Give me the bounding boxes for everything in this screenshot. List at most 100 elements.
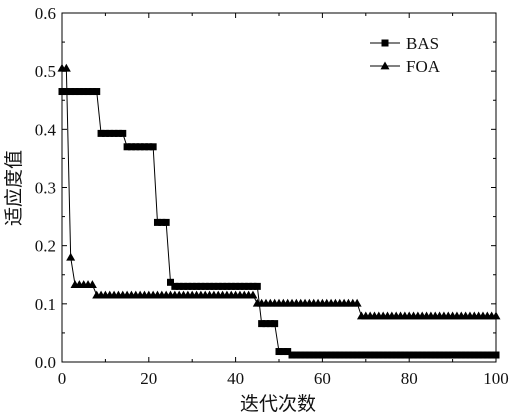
legend-label-bas: BAS [406, 34, 439, 53]
data-point-bas [67, 88, 75, 96]
data-point-foa [61, 63, 71, 72]
data-point-bas [292, 351, 300, 359]
x-tick-label: 80 [401, 369, 418, 388]
data-point-bas [405, 351, 413, 359]
data-point-foa [352, 298, 362, 307]
data-point-bas [483, 351, 491, 359]
data-point-bas [236, 282, 244, 290]
data-point-bas [180, 282, 188, 290]
data-point-bas [223, 282, 231, 290]
data-point-bas [349, 351, 357, 359]
data-point-bas [258, 320, 266, 328]
data-point-bas [149, 143, 157, 151]
series-line-foa [62, 67, 496, 317]
data-point-bas [427, 351, 435, 359]
data-point-bas [145, 143, 153, 151]
data-point-bas [340, 351, 348, 359]
legend-marker-bas [381, 39, 389, 47]
legend-label-foa: FOA [406, 57, 441, 76]
data-point-bas [357, 351, 365, 359]
data-point-bas [314, 351, 322, 359]
data-point-bas [253, 282, 261, 290]
x-tick-label: 40 [227, 369, 244, 388]
data-point-bas [114, 129, 122, 137]
data-point-bas [288, 351, 296, 359]
y-axis-title: 适应度值 [3, 150, 25, 226]
data-point-bas [188, 282, 196, 290]
data-point-bas [305, 351, 313, 359]
data-point-bas [136, 143, 144, 151]
data-point-bas [331, 351, 339, 359]
data-point-bas [110, 129, 118, 137]
data-point-bas [488, 351, 496, 359]
data-point-bas [214, 282, 222, 290]
series-bas [58, 88, 500, 359]
data-point-bas [232, 282, 240, 290]
data-point-bas [249, 282, 257, 290]
data-point-bas [106, 129, 114, 137]
data-point-bas [62, 88, 70, 96]
data-point-bas [353, 351, 361, 359]
series-foa [57, 63, 501, 320]
data-point-bas [245, 282, 253, 290]
data-point-bas [449, 351, 457, 359]
data-point-bas [240, 282, 248, 290]
data-point-bas [132, 143, 140, 151]
data-point-bas [470, 351, 478, 359]
data-point-bas [318, 351, 326, 359]
data-point-bas [271, 320, 279, 328]
data-point-bas [58, 88, 66, 96]
data-point-bas [97, 129, 105, 137]
data-point-bas [71, 88, 79, 96]
data-point-bas [410, 351, 418, 359]
data-point-foa [248, 290, 258, 299]
y-tick-label: 0.4 [35, 120, 57, 139]
data-point-bas [279, 348, 287, 356]
x-tick-label: 60 [314, 369, 331, 388]
data-point-bas [158, 218, 166, 226]
data-point-bas [344, 351, 352, 359]
data-point-bas [323, 351, 331, 359]
data-point-bas [184, 282, 192, 290]
data-point-bas [171, 282, 179, 290]
data-point-bas [123, 143, 131, 151]
data-point-bas [297, 351, 305, 359]
data-point-foa [87, 280, 97, 289]
data-point-bas [93, 88, 101, 96]
legend-item-bas: BAS [370, 34, 439, 53]
data-point-foa [66, 252, 76, 261]
data-point-bas [370, 351, 378, 359]
y-tick-label: 0.2 [35, 237, 56, 256]
x-tick-label: 20 [140, 369, 157, 388]
data-point-bas [262, 320, 270, 328]
data-point-bas [457, 351, 465, 359]
data-point-bas [397, 351, 405, 359]
data-point-bas [266, 320, 274, 328]
series-layer [57, 63, 501, 359]
data-point-bas [414, 351, 422, 359]
data-point-bas [219, 282, 227, 290]
x-tick-label: 0 [58, 369, 67, 388]
data-point-bas [119, 129, 127, 137]
y-tick-label: 0.0 [35, 353, 56, 372]
data-point-bas [379, 351, 387, 359]
legend-marker-foa [380, 61, 390, 70]
data-point-foa [491, 311, 501, 320]
data-point-bas [206, 282, 214, 290]
data-point-bas [440, 351, 448, 359]
data-point-bas [101, 129, 109, 137]
data-point-bas [201, 282, 209, 290]
data-point-bas [310, 351, 318, 359]
data-point-bas [366, 351, 374, 359]
y-tick-label: 0.3 [35, 179, 56, 198]
x-tick-label: 100 [483, 369, 509, 388]
legend: BAS FOA [370, 34, 441, 76]
data-point-bas [384, 351, 391, 359]
data-point-bas [492, 351, 500, 359]
data-point-bas [375, 351, 383, 359]
data-point-bas [462, 351, 470, 359]
data-point-bas [127, 143, 135, 151]
data-point-bas [336, 351, 344, 359]
data-point-bas [88, 88, 96, 96]
